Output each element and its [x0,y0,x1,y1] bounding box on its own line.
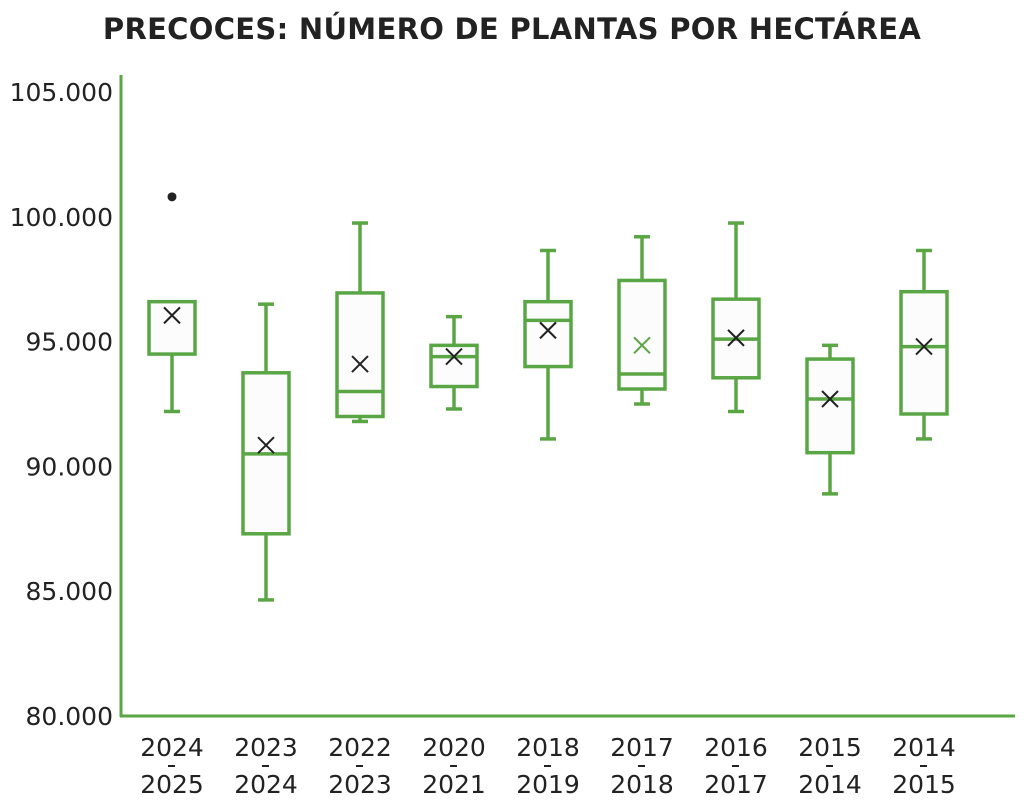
y-tick-label: 100.000 [10,203,113,232]
x-tick-label-top: 2020 [422,733,486,762]
mean-marker [539,321,557,340]
x-tick-label-bottom: 2024 [234,770,298,799]
x-tick-label-bottom: 2023 [328,770,392,799]
mean-marker [257,436,275,454]
y-tick-label: 90.000 [26,452,113,481]
y-tick-label: 85.000 [26,577,113,606]
mean-marker [351,355,369,373]
x-tick-label-bottom: 2015 [892,770,956,799]
box [147,299,197,356]
x-tick-label-top: 2016 [704,733,768,762]
x-tick-label-bottom: 2017 [704,770,768,799]
box [429,343,479,389]
y-tick-label: 95.000 [26,328,113,357]
box [335,291,385,419]
x-tick-label-top: 2014 [892,733,956,762]
x-tick-label-top: 2023 [234,733,298,762]
mean-marker [915,337,933,356]
mean-marker [445,347,463,366]
x-tick-label-bottom: 2014 [798,770,862,799]
box [617,278,667,391]
x-tick-label-bottom: 2018 [610,770,674,799]
mean-marker [633,336,651,355]
y-tick-label: 80.000 [26,702,113,731]
x-tick-label-top: 2015 [798,733,862,762]
x-tick-label-top: 2017 [610,733,674,762]
chart-title: PRECOCES: NÚMERO DE PLANTAS POR HECTÁREA [102,12,922,46]
x-tick-label-bottom: 2025 [140,770,204,799]
box [899,289,949,416]
x-tick-label-top: 2018 [516,733,580,762]
mean-marker [163,306,181,325]
outlier-point [167,192,177,202]
x-tick-label-bottom: 2019 [516,770,580,799]
box [805,357,855,455]
mean-marker [727,329,745,347]
x-tick-label-bottom: 2021 [422,770,486,799]
y-tick-label: 105.000 [10,78,113,107]
x-tick-label-top: 2024 [140,733,204,762]
box [523,299,573,369]
mean-marker [821,390,839,408]
x-tick-label-top: 2022 [328,733,392,762]
